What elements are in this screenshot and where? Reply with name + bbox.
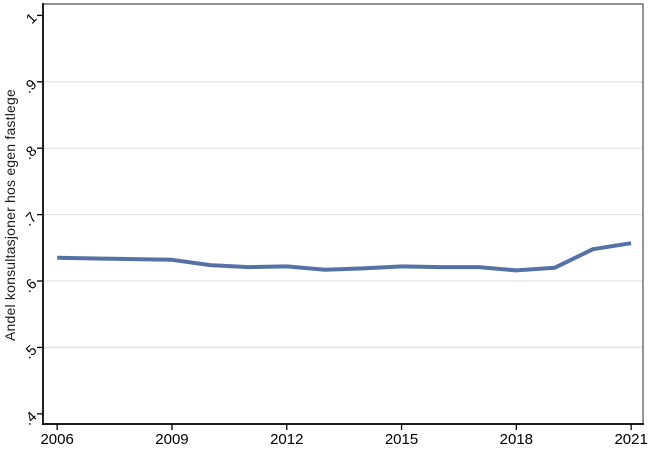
x-tick-label: 2012 <box>270 431 303 448</box>
y-tick-label: .7 <box>20 210 40 230</box>
y-tick-label: .8 <box>20 143 40 163</box>
y-tick-label: .4 <box>20 409 40 429</box>
data-series-line <box>57 241 632 273</box>
y-tick-label: .5 <box>20 342 40 362</box>
x-tick-label: 2015 <box>385 431 418 448</box>
x-tick-label: 2006 <box>40 431 73 448</box>
y-tick-label: .9 <box>20 77 40 97</box>
y-tick-label: .6 <box>20 276 40 296</box>
x-tick-label: 2009 <box>155 431 188 448</box>
x-tick-label: 2021 <box>614 431 647 448</box>
x-tick-label: 2018 <box>500 431 533 448</box>
y-tick-label: 1 <box>23 10 40 27</box>
y-axis-title: Andel konsultasjoner hos egen fastlege <box>2 89 18 341</box>
